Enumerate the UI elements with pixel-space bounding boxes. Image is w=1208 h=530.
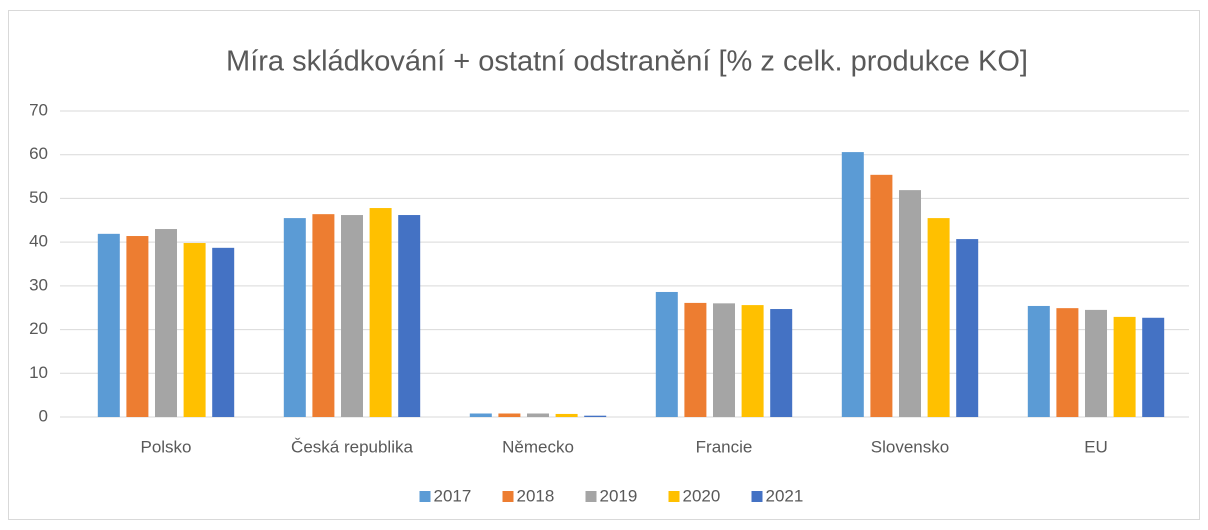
bar (312, 214, 335, 417)
legend-label: 2017 (434, 486, 472, 505)
y-tick-label: 50 (29, 188, 48, 207)
bar (870, 174, 893, 417)
x-tick-label: Česká republika (291, 437, 413, 456)
bar (1056, 308, 1079, 417)
bar (841, 152, 864, 417)
legend-swatch (751, 491, 763, 502)
x-tick-label: Francie (696, 437, 753, 456)
bar (713, 303, 735, 417)
bar (584, 415, 607, 417)
x-tick-label: Slovensko (871, 437, 949, 456)
bar (1142, 317, 1165, 417)
x-tick-label: EU (1084, 437, 1108, 456)
bar (212, 247, 235, 417)
bar (770, 309, 793, 417)
bar (155, 229, 177, 417)
bar (1113, 316, 1136, 417)
bar (527, 413, 549, 417)
y-tick-label: 60 (29, 144, 48, 163)
bar (126, 236, 149, 417)
legend-label: 2021 (766, 486, 804, 505)
bar (927, 218, 950, 417)
y-tick-label: 10 (29, 363, 48, 382)
y-tick-label: 40 (29, 232, 48, 251)
y-tick-label: 70 (29, 100, 48, 119)
y-tick-label: 0 (39, 406, 48, 425)
bar (183, 243, 206, 417)
bar (741, 305, 764, 417)
bar (369, 208, 392, 417)
bar (899, 190, 921, 417)
legend-label: 2018 (517, 486, 555, 505)
chart-border (8, 10, 1200, 520)
legend-swatch (419, 491, 431, 502)
bar (97, 233, 120, 417)
bar (555, 413, 578, 417)
bar (655, 291, 678, 417)
y-tick-label: 20 (29, 319, 48, 338)
bar (956, 239, 979, 417)
bar (469, 413, 492, 417)
bar (283, 218, 306, 417)
chart-title: Míra skládkování + ostatní odstranění [%… (226, 46, 1028, 78)
legend-swatch (668, 491, 680, 502)
x-tick-label: Německo (502, 437, 574, 456)
bar (398, 215, 421, 417)
x-tick-label: Polsko (140, 437, 191, 456)
y-tick-label: 30 (29, 275, 48, 294)
bar (1027, 305, 1050, 417)
legend-swatch (502, 491, 514, 502)
bar (1085, 309, 1107, 417)
bar (341, 215, 363, 417)
legend-swatch (585, 491, 597, 502)
legend-label: 2019 (600, 486, 638, 505)
legend-label: 2020 (683, 486, 721, 505)
bar (498, 413, 521, 417)
bar (684, 302, 707, 417)
